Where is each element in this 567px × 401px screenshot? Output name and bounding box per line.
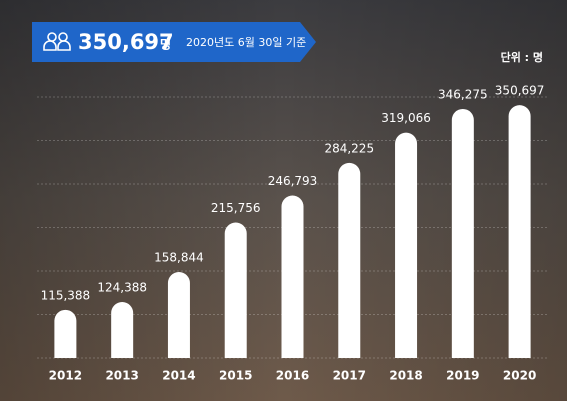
x-tick-label: 2014 — [162, 369, 195, 383]
bar — [224, 222, 247, 358]
x-tick-label: 2017 — [333, 369, 366, 383]
x-tick-label: 2012 — [49, 369, 82, 383]
value-label: 346,275 — [438, 87, 488, 101]
headline-value: 350,697 — [78, 30, 174, 54]
value-label: 158,844 — [154, 251, 204, 265]
bar — [111, 301, 134, 358]
bar — [395, 132, 418, 358]
value-label: 115,388 — [41, 288, 91, 302]
header-ribbon — [32, 22, 316, 62]
x-tick-label: 2013 — [105, 369, 138, 383]
value-label: 246,793 — [268, 174, 318, 188]
x-tick-label: 2018 — [389, 369, 422, 383]
bar — [508, 105, 531, 358]
subtitle: 2020년도 6월 30일 기준 — [186, 35, 306, 49]
value-label: 215,756 — [211, 201, 261, 215]
value-label: 350,697 — [495, 84, 545, 98]
x-tick-label: 2016 — [276, 369, 309, 383]
x-tick-label: 2019 — [446, 369, 479, 383]
bar — [281, 195, 304, 358]
headline-unit: 명 — [160, 38, 171, 52]
value-label: 124,388 — [97, 280, 147, 294]
value-label: 319,066 — [381, 111, 431, 125]
value-label: 284,225 — [324, 141, 374, 155]
people-icon — [43, 32, 71, 51]
bar — [54, 309, 77, 358]
unit-label: 단위 : 명 — [501, 50, 543, 64]
bar — [167, 272, 190, 358]
x-tick-label: 2020 — [503, 369, 536, 383]
x-tick-label: 2015 — [219, 369, 252, 383]
bar — [338, 162, 361, 358]
bar — [451, 108, 474, 358]
